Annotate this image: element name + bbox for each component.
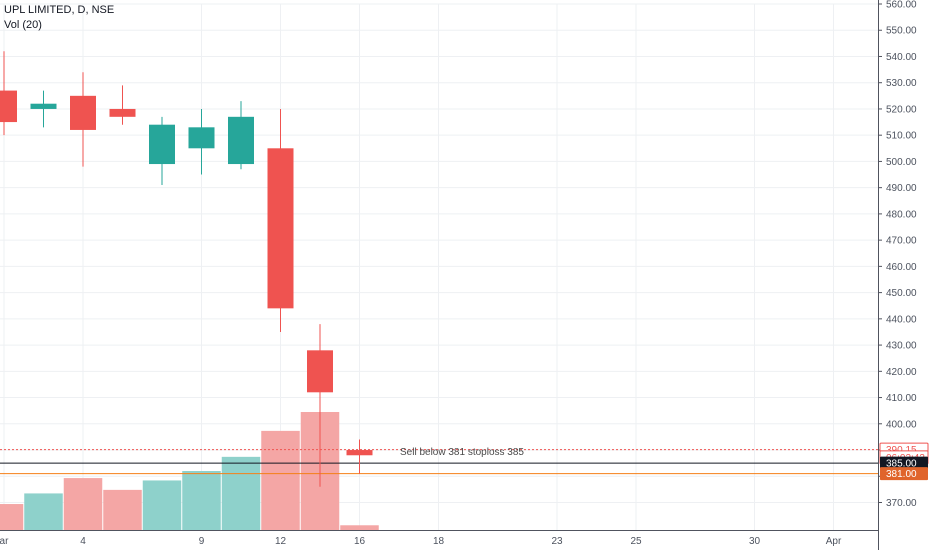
candle-body xyxy=(346,450,373,456)
sell-trigger-badge-label: 381.00 xyxy=(886,469,917,480)
y-tick-label: 430.00 xyxy=(886,341,917,352)
y-tick-label: 410.00 xyxy=(886,393,917,404)
y-tick-label: 520.00 xyxy=(886,104,917,115)
volume-bar xyxy=(0,504,24,530)
price-lines xyxy=(0,449,878,475)
sell-trigger-badge xyxy=(880,467,928,481)
y-tick-label: 460.00 xyxy=(886,262,917,273)
y-tick-label: 450.00 xyxy=(886,288,917,299)
trade-annotation[interactable]: Sell below 381 stoploss 385 xyxy=(400,447,524,458)
candle xyxy=(346,439,373,474)
volume-bar xyxy=(63,478,103,530)
y-tick-label: 500.00 xyxy=(886,157,917,168)
y-tick-label: 560.00 xyxy=(886,0,917,11)
y-tick-label: 550.00 xyxy=(886,26,917,37)
y-tick-label: 490.00 xyxy=(886,183,917,194)
candle xyxy=(307,324,333,487)
symbol-title: UPL LIMITED, D, NSE xyxy=(4,4,115,16)
candle-body xyxy=(30,103,57,109)
y-tick-label: 370.00 xyxy=(886,498,917,509)
x-tick-label: 16 xyxy=(354,536,366,547)
x-tick-label: Apr xyxy=(826,536,842,547)
stoploss-badge xyxy=(880,456,928,470)
candle xyxy=(0,51,17,136)
volume-bar xyxy=(261,430,300,530)
x-tick-labels: ar 4 9 12 16 18 23 25 30 Apr xyxy=(0,536,842,547)
candle-body xyxy=(228,116,254,165)
volume-indicator-label[interactable]: Vol (20) xyxy=(4,19,42,31)
x-tick-label: 23 xyxy=(551,536,563,547)
x-tick-label: 4 xyxy=(80,536,86,547)
y-tick-label: 540.00 xyxy=(886,52,917,63)
x-tick-label: 9 xyxy=(199,536,205,547)
candle-body xyxy=(0,90,17,123)
y-tick-label: 420.00 xyxy=(886,367,917,378)
candle xyxy=(109,85,136,125)
volume-bar xyxy=(103,489,142,530)
y-tick-label: 440.00 xyxy=(886,314,917,325)
y-tick-label: 480.00 xyxy=(886,209,917,220)
candles xyxy=(0,51,373,487)
candle xyxy=(228,101,254,170)
y-tick-label: 510.00 xyxy=(886,131,917,142)
candle-body xyxy=(188,127,215,149)
volume-bar xyxy=(182,471,221,530)
x-tick-label: 30 xyxy=(749,536,761,547)
grid-lines xyxy=(0,3,878,530)
volume-bar xyxy=(340,525,379,530)
volume-bar xyxy=(142,480,182,530)
candle xyxy=(30,90,57,128)
volume-bar xyxy=(24,493,63,530)
candle-body xyxy=(149,124,175,165)
y-tick-label: 530.00 xyxy=(886,78,917,89)
stoploss-badge-label: 385.00 xyxy=(886,459,917,470)
candle-body xyxy=(307,350,333,393)
volume-bar xyxy=(221,456,261,530)
y-tick-label: 400.00 xyxy=(886,419,917,430)
x-tick-label: 12 xyxy=(275,536,287,547)
candle xyxy=(188,108,215,175)
volume-bars xyxy=(0,412,379,530)
candle-body xyxy=(267,148,294,309)
y-tick-label: 470.00 xyxy=(886,236,917,247)
x-tick-label: 18 xyxy=(433,536,445,547)
x-tick-label: ar xyxy=(0,536,9,547)
candle xyxy=(149,116,175,186)
candle xyxy=(267,108,294,332)
candle-body xyxy=(109,108,136,117)
candle xyxy=(70,72,96,167)
x-tick-label: 25 xyxy=(630,536,642,547)
candle-body xyxy=(70,95,96,130)
